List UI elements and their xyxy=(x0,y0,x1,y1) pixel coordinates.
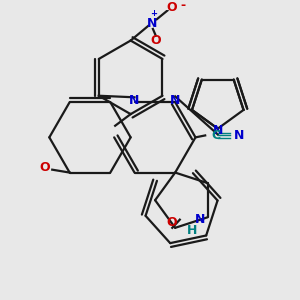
Text: O: O xyxy=(39,161,50,174)
Text: O: O xyxy=(166,1,177,14)
Text: +: + xyxy=(150,9,158,18)
Text: N: N xyxy=(129,94,140,107)
Text: N: N xyxy=(195,213,205,226)
Text: O: O xyxy=(151,34,161,47)
Text: O: O xyxy=(167,216,177,229)
Text: N: N xyxy=(213,124,223,137)
Text: C: C xyxy=(211,129,220,142)
Text: H: H xyxy=(187,224,197,237)
Text: N: N xyxy=(170,94,180,107)
Text: -: - xyxy=(180,0,185,12)
Text: N: N xyxy=(147,16,157,30)
Text: N: N xyxy=(234,129,244,142)
